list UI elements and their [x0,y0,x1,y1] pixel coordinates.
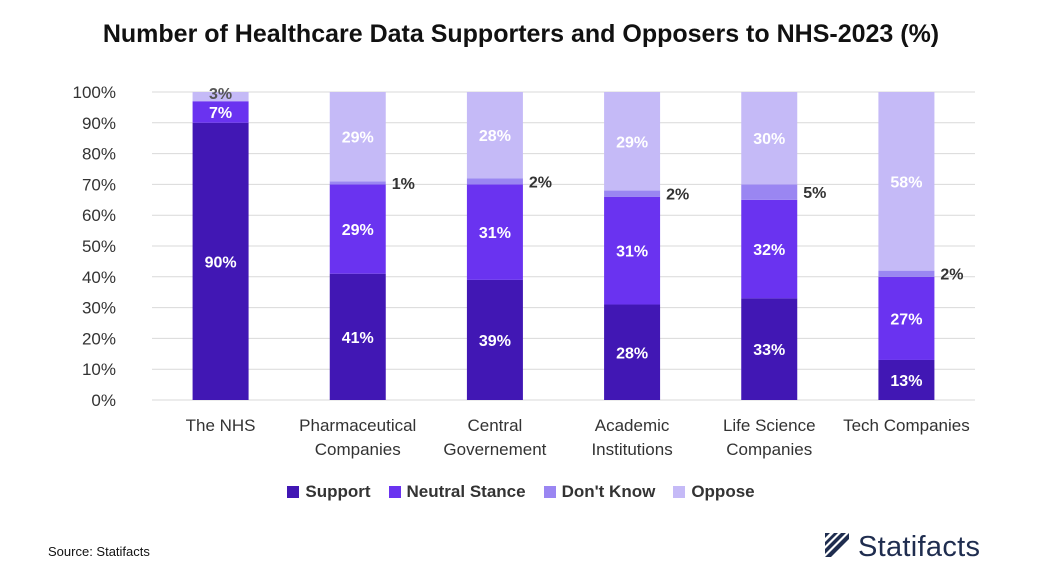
data-label: 2% [529,174,552,191]
x-tick-label: Academic [595,416,670,435]
data-label: 31% [479,225,511,242]
x-tick-label: Governement [443,440,546,459]
legend-item-oppose: Oppose [673,482,755,502]
bar-segment [466,178,523,185]
data-label: 31% [616,244,648,261]
x-tick-label: Life Science [723,416,816,435]
legend-swatch [673,486,686,498]
data-labels: 90% 7% 3% 41% 29% 1% 29% 39% 31% 2% 28% 28% 31% 2% 29%… [205,86,964,390]
data-label: 39% [479,333,511,350]
legend-label: Don't Know [561,482,656,501]
x-tick-label: Companies [726,440,812,459]
bar-segment [192,122,249,401]
y-tick-label: 70% [82,175,116,194]
data-label: 33% [753,342,785,359]
bar-segment [878,359,935,400]
bar-segment [741,92,798,185]
x-tick-label: Central [468,416,523,435]
data-label: 13% [890,373,922,390]
bar-segment [741,199,798,299]
data-label: 29% [342,222,374,239]
legend-swatch [543,486,556,498]
data-label: 58% [890,174,922,191]
bar-segment [741,298,798,400]
y-tick-label: 90% [82,114,116,133]
source-note: Source: Statifacts [48,544,150,559]
bar-segment [741,184,798,200]
brand-logo: Statifacts [822,530,980,565]
bar-segment [604,196,661,305]
y-tick-label: 30% [82,299,116,318]
bar-segment [192,92,249,102]
bar-segment [878,270,935,277]
data-label: 5% [803,185,826,202]
bars [192,92,935,401]
bar-segment [466,92,523,179]
y-axis: 0% 10% 20% 30% 40% 50% 60% 70% 80% 90% 100% [73,83,116,410]
bar-segment [466,279,523,400]
legend: Support Neutral Stance Don't Know Oppose [0,482,1042,502]
legend-swatch [287,486,300,498]
bar-segment [878,276,935,360]
data-label: 28% [479,128,511,145]
legend-item-neutral-stance: Neutral Stance [388,482,526,502]
data-label: 2% [666,187,689,204]
bar-segment [329,181,386,185]
data-label: 90% [205,254,237,271]
y-tick-label: 60% [82,206,116,225]
data-label: 28% [616,345,648,362]
bar-segment [878,92,935,271]
legend-item-dont-know: Don't Know [543,482,656,502]
x-tick-label: Pharmaceutical [299,416,416,435]
x-tick-label: Institutions [591,440,672,459]
data-label: 2% [940,267,963,284]
legend-item-support: Support [287,482,371,502]
x-tick-label: The NHS [186,416,256,435]
bar-segment [329,273,386,400]
data-label: 29% [342,130,374,147]
legend-label: Support [305,482,371,501]
bar-segment [192,101,249,123]
data-label: 29% [616,134,648,151]
bar-segment [329,184,386,274]
x-tick-label: Companies [315,440,401,459]
legend-label: Oppose [691,482,755,501]
y-tick-label: 20% [82,329,116,348]
data-label: 30% [753,131,785,148]
data-label: 41% [342,330,374,347]
chart-title: Number of Healthcare Data Supporters and… [102,20,940,48]
y-tick-label: 80% [82,145,116,164]
data-label: 7% [209,105,232,122]
bar-segment [604,304,661,400]
x-tick-label: Tech Companies [843,416,970,435]
y-tick-label: 0% [91,391,116,410]
bar-segment [604,190,661,197]
data-label: 32% [753,242,785,259]
data-label: 27% [890,311,922,328]
data-label: 1% [392,176,415,193]
y-tick-label: 40% [82,268,116,287]
y-tick-label: 100% [73,83,116,102]
gridlines [152,91,975,401]
x-axis: The NHS Pharmaceutical Companies Central Gov… [186,416,970,459]
legend-label: Neutral Stance [406,482,526,501]
bar-segment [329,92,386,182]
legend-swatch [388,486,401,498]
y-tick-label: 10% [82,360,116,379]
statifacts-logo-icon [822,530,852,565]
y-tick-label: 50% [82,237,116,256]
data-label: 3% [209,86,232,103]
brand-name: Statifacts [858,531,981,563]
bar-segment [604,92,661,191]
bar-segment [466,184,523,280]
